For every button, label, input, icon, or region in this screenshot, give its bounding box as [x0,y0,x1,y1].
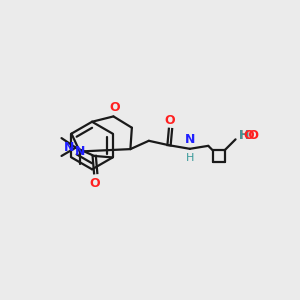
Text: N: N [185,133,196,146]
Text: H: H [186,153,195,163]
Text: HO: HO [238,129,260,142]
Text: O: O [243,129,254,142]
Text: O: O [165,113,175,127]
Text: N: N [64,140,74,154]
Text: O: O [109,101,120,114]
Text: N: N [75,145,85,158]
Text: O: O [90,177,101,190]
Text: H: H [238,129,249,142]
